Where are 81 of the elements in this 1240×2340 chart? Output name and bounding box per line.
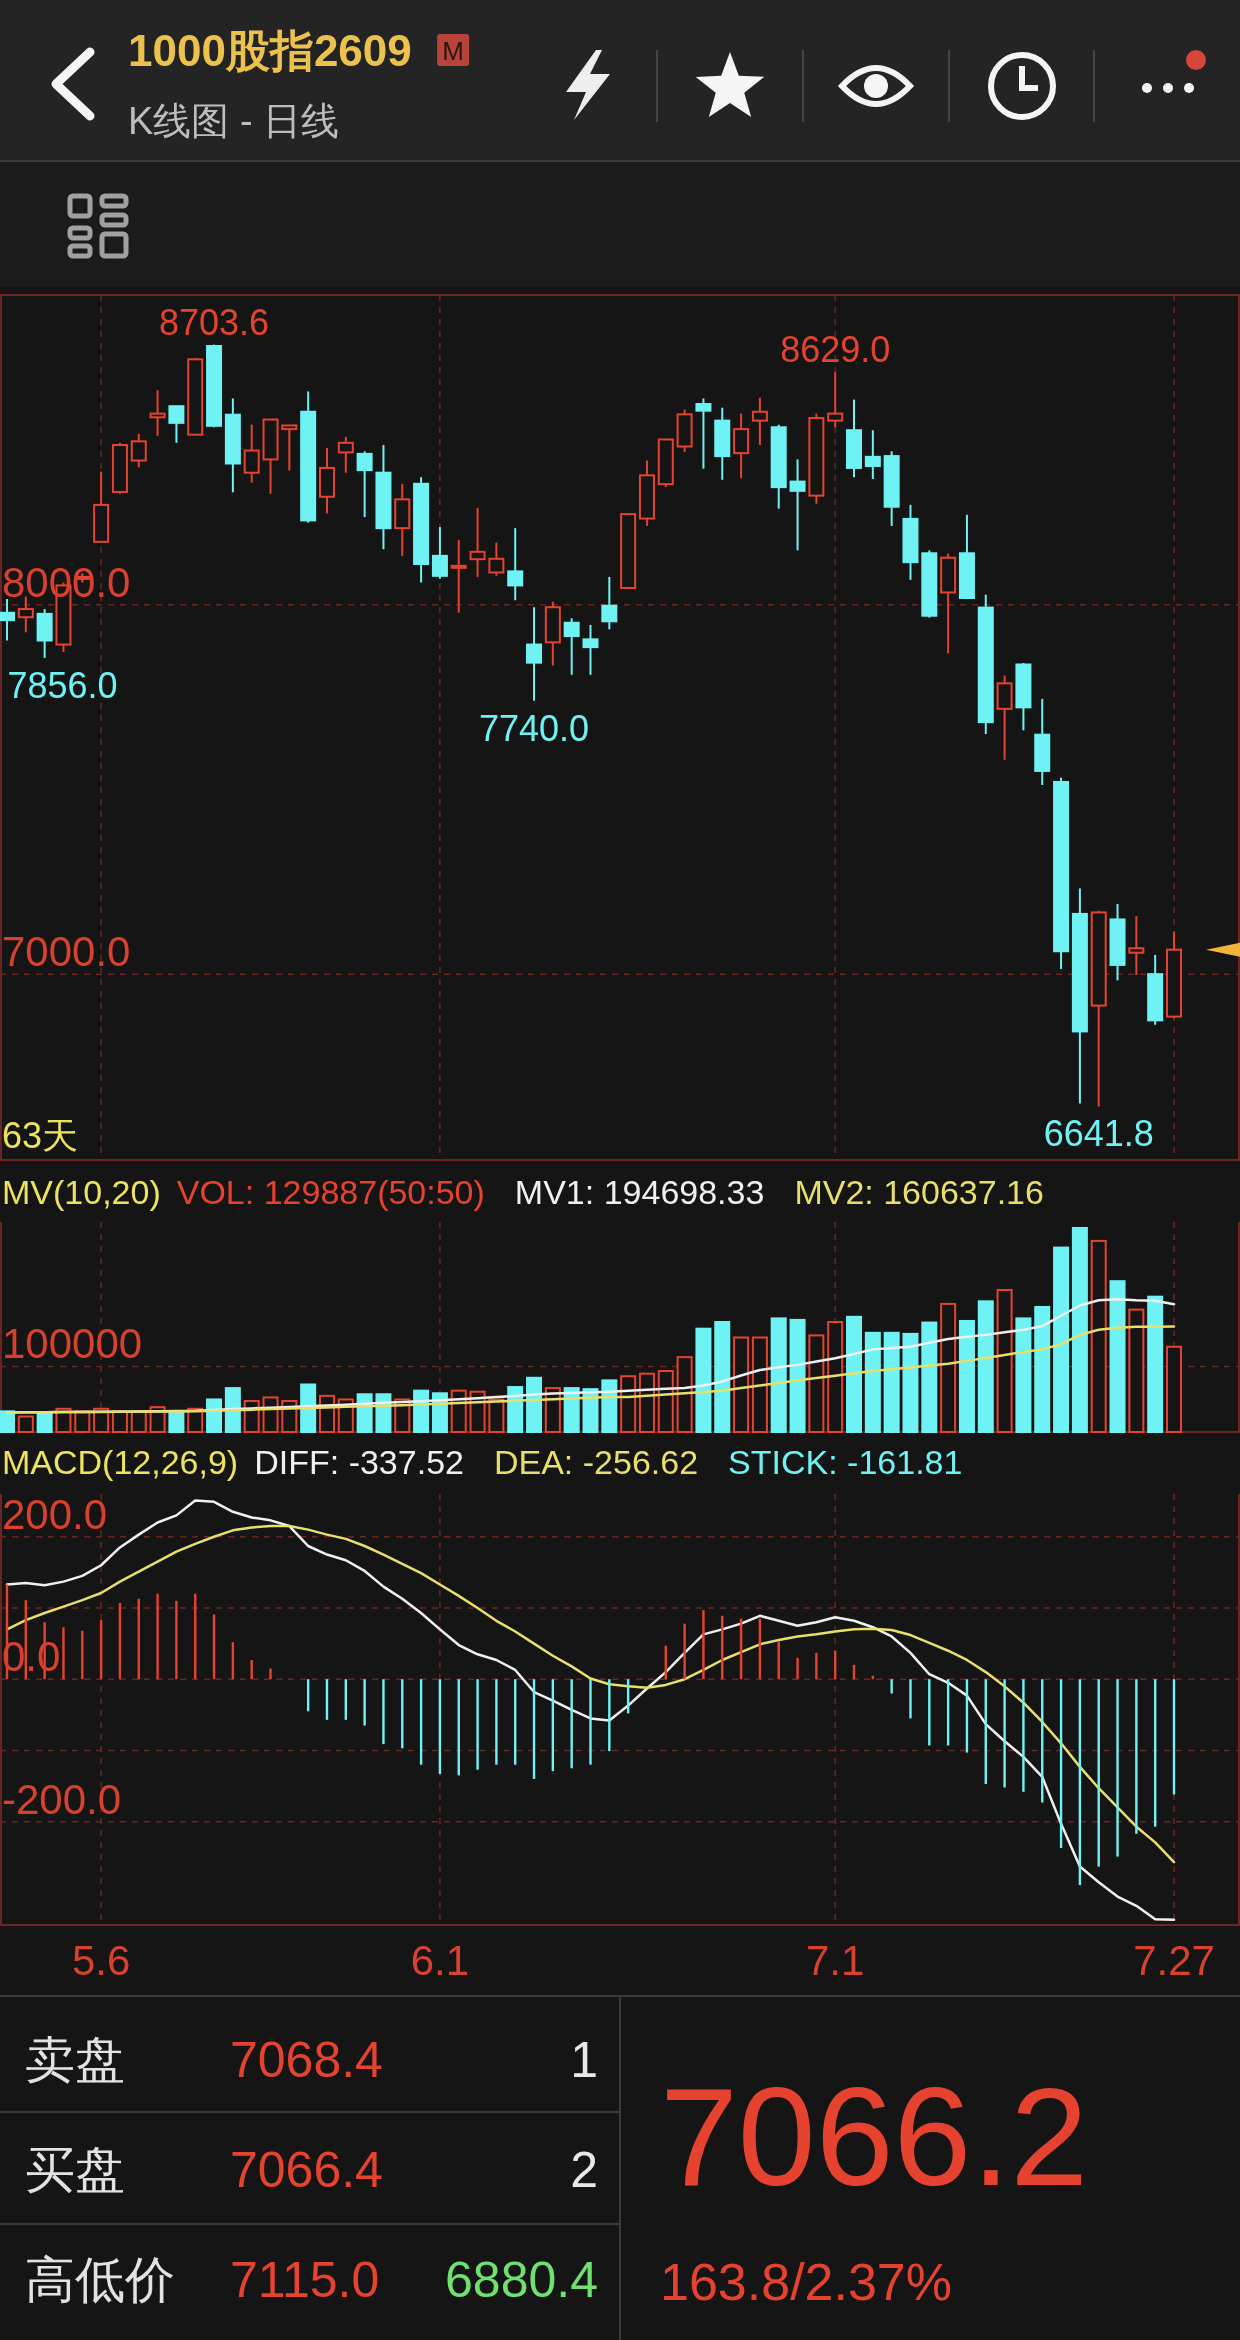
- bar: [224, 1387, 241, 1433]
- bar: [93, 1407, 110, 1433]
- text: 7066.2: [660, 2058, 1089, 2215]
- annotation: 6641.8: [1043, 1113, 1154, 1155]
- text: M: [442, 36, 464, 66]
- text: 163.8/2.37%: [660, 2253, 953, 2311]
- bar: [789, 1318, 806, 1433]
- x-tick-label: 7.27: [1133, 1937, 1215, 1984]
- bar: [55, 1407, 72, 1433]
- bar: [1109, 1280, 1126, 1433]
- bar: [488, 1398, 505, 1433]
- bar: [563, 1387, 580, 1433]
- text: 6880.4: [445, 2252, 598, 2308]
- bar: [526, 1376, 543, 1433]
- bar: [1071, 1226, 1088, 1433]
- bar: [1166, 1345, 1182, 1433]
- bar: [902, 1332, 919, 1433]
- series-label: DIFF: -337.52: [254, 1443, 464, 1481]
- bar: [657, 1370, 674, 1433]
- x-tick-label: 7.1: [806, 1937, 865, 1984]
- bar: [846, 1315, 863, 1433]
- text: 7068.4: [230, 2032, 383, 2088]
- bar: [714, 1321, 731, 1433]
- bar: [206, 1398, 223, 1433]
- text: VOL: 129887: [176, 1173, 378, 1211]
- bar: [300, 1383, 317, 1433]
- text: MV1: 194698.33: [514, 1173, 765, 1211]
- bar: [1015, 1317, 1032, 1433]
- bar: [864, 1331, 881, 1433]
- bar: [1147, 1295, 1164, 1433]
- y-tick-label: -200.0: [2, 1775, 122, 1823]
- bar: [827, 1321, 844, 1433]
- y-tick-label: 200.0: [2, 1490, 108, 1538]
- text: (50:50): [377, 1173, 485, 1211]
- y-tick-label: 7000.0: [2, 928, 131, 976]
- bar: [74, 1410, 91, 1433]
- text: DEA: -256.62: [493, 1443, 699, 1481]
- bar: [751, 1336, 768, 1433]
- chart-title: MACD(12,26,9): [2, 1443, 239, 1481]
- bar: [638, 1372, 655, 1433]
- annotation: 7856.0: [7, 664, 118, 706]
- bar: [17, 1415, 34, 1433]
- annotation: 8629.0: [780, 329, 891, 371]
- bar: [0, 1410, 15, 1433]
- bar: [1034, 1305, 1051, 1433]
- bar: [921, 1321, 938, 1433]
- annotation: 63天: [2, 1115, 79, 1156]
- bar: [733, 1336, 750, 1433]
- chart-title: 1000股指2609: [128, 26, 412, 75]
- text: 卖盘: [25, 2032, 125, 2088]
- text: 7066.4: [230, 2142, 383, 2198]
- bar: [1090, 1239, 1107, 1433]
- text: 2: [570, 2142, 598, 2198]
- bar: [977, 1300, 994, 1433]
- bar: [507, 1386, 524, 1433]
- text: 高低价: [25, 2252, 175, 2308]
- bar: [940, 1302, 957, 1433]
- bar: [958, 1319, 975, 1433]
- chart-subtitle: K线图 - 日线: [128, 100, 340, 142]
- bar: [695, 1327, 712, 1433]
- text: MV2: 160637.16: [794, 1173, 1044, 1211]
- chart-title: MV(10,20): [2, 1173, 161, 1211]
- bar: [676, 1356, 693, 1433]
- annotation: 7740.0: [478, 707, 590, 749]
- bar: [168, 1411, 185, 1433]
- bar: [1128, 1308, 1145, 1433]
- bar: [770, 1317, 787, 1433]
- y-tick-label: 100000: [2, 1320, 143, 1368]
- bar: [620, 1375, 637, 1433]
- text: 1: [570, 2032, 598, 2088]
- x-tick-label: 6.1: [410, 1937, 470, 1984]
- bar: [996, 1288, 1013, 1433]
- bar: [1053, 1246, 1070, 1433]
- annotation: 8703.6: [158, 301, 270, 343]
- bar: [36, 1412, 53, 1433]
- text: 7115.0: [230, 2252, 380, 2308]
- text: 买盘: [25, 2142, 125, 2198]
- bar: [883, 1331, 900, 1433]
- bar: [808, 1334, 825, 1433]
- text: STICK: -161.81: [728, 1443, 963, 1481]
- x-tick-label: 5.6: [71, 1937, 131, 1984]
